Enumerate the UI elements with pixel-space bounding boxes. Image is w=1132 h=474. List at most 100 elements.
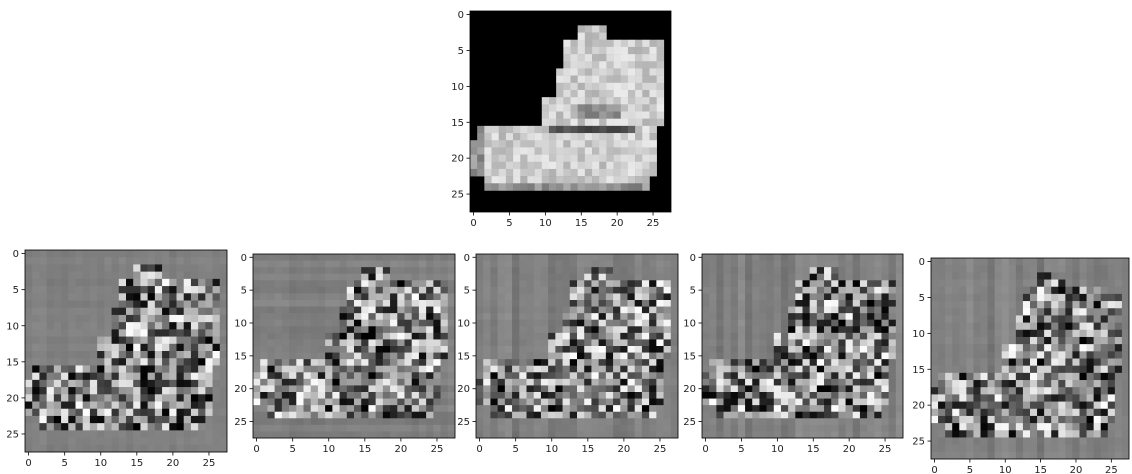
heatmap-cell (663, 378, 672, 386)
heatmap-cell (627, 431, 636, 439)
heatmap-cell (368, 365, 376, 373)
heatmap-cell (97, 278, 105, 287)
heatmap-cell (260, 418, 268, 426)
heatmap-cell (562, 313, 571, 321)
heatmap-cell (498, 154, 507, 163)
heatmap-cell (773, 398, 782, 406)
heatmap-cell (656, 313, 664, 321)
heatmap-cell (627, 359, 636, 367)
heatmap-cell (670, 411, 679, 419)
heatmap-cell (382, 411, 391, 419)
heatmap-cell (133, 257, 141, 265)
x-tick-label: 5 (967, 465, 973, 474)
heatmap-cell (53, 329, 62, 337)
heatmap-cell (382, 378, 391, 386)
heatmap-cell (1107, 372, 1116, 381)
heatmap-cell (176, 415, 185, 424)
heatmap-cell (888, 352, 897, 360)
heatmap-cell (1015, 401, 1024, 410)
heatmap-cell (584, 97, 593, 105)
heatmap-cell (339, 280, 348, 288)
y-tick-label: 0 (241, 253, 247, 264)
heatmap-cell (737, 424, 746, 432)
heatmap-cell (723, 286, 732, 294)
heatmap-cell (118, 322, 127, 330)
heatmap-cell (766, 280, 775, 288)
heatmap-cell (569, 319, 578, 327)
heatmap-cell (745, 260, 753, 268)
heatmap-cell (1022, 451, 1031, 460)
heatmap-cell (317, 431, 326, 439)
heatmap-cell (133, 307, 141, 316)
heatmap-cell (773, 339, 782, 347)
heatmap-cell (526, 319, 535, 327)
heatmap-cell (447, 398, 456, 406)
heatmap-cell (766, 254, 775, 261)
heatmap-cell (584, 372, 592, 380)
heatmap-cell (584, 293, 592, 301)
heatmap-cell (994, 430, 1003, 438)
heatmap-cell (1100, 301, 1109, 309)
heatmap-cell (533, 405, 542, 413)
heatmap-cell (606, 118, 614, 127)
heatmap-cell (375, 293, 384, 301)
heatmap-cell (613, 68, 622, 76)
heatmap-cell (816, 352, 825, 360)
heatmap-cell (526, 326, 535, 334)
heatmap-cell (634, 273, 643, 281)
heatmap-cell (867, 418, 875, 426)
heatmap-cell (361, 273, 369, 281)
heatmap-cell (310, 385, 319, 393)
heatmap-cell (526, 392, 535, 399)
heatmap-cell (931, 444, 939, 453)
heatmap-cell (931, 401, 939, 410)
heatmap-cell (540, 392, 549, 399)
heatmap-cell (759, 398, 767, 406)
heatmap-cell (987, 315, 995, 323)
heatmap-cell (89, 307, 98, 316)
heatmap-cell (895, 385, 904, 393)
heatmap-cell (845, 431, 854, 439)
heatmap-cell (670, 352, 679, 360)
heatmap-cell (555, 431, 563, 439)
heatmap-cell (267, 286, 275, 294)
heatmap-cell (104, 408, 112, 417)
heatmap-cell (649, 75, 657, 84)
heatmap-cell (548, 254, 556, 261)
heatmap-cell (852, 300, 861, 307)
heatmap-cell (788, 339, 796, 347)
heatmap-cell (219, 307, 228, 316)
heatmap-cell (260, 273, 268, 281)
heatmap-cell (1079, 286, 1087, 295)
heatmap-cell (730, 359, 739, 367)
heatmap-cell (570, 75, 578, 84)
heatmap-cell (289, 332, 297, 340)
heatmap-cell (606, 133, 614, 141)
heatmap-cell (656, 273, 664, 281)
heatmap-cell (780, 332, 789, 340)
heatmap-cell (867, 378, 875, 386)
heatmap-cell (627, 293, 636, 301)
heatmap-cell (606, 161, 614, 170)
heatmap-cell (176, 257, 185, 265)
heatmap-cell (504, 398, 513, 406)
heatmap-cell (1121, 279, 1130, 288)
heatmap-cell (598, 372, 607, 380)
heatmap-cell (966, 380, 974, 388)
heatmap-cell (634, 293, 643, 301)
heatmap-cell (702, 280, 710, 288)
heatmap-cell (397, 260, 405, 268)
heatmap-cell (952, 286, 960, 295)
heatmap-cell (548, 140, 557, 148)
heatmap-cell (599, 97, 607, 105)
heatmap-cell (730, 431, 739, 439)
heatmap-cell (1001, 308, 1010, 316)
heatmap-cell (591, 418, 599, 426)
heatmap-cell (498, 161, 507, 170)
heatmap-cell (190, 387, 199, 395)
heatmap-cell (1100, 293, 1109, 302)
heatmap-cell (569, 424, 578, 432)
heatmap-cell (154, 415, 163, 424)
heatmap-cell (133, 250, 141, 258)
heatmap-cell (154, 293, 163, 301)
